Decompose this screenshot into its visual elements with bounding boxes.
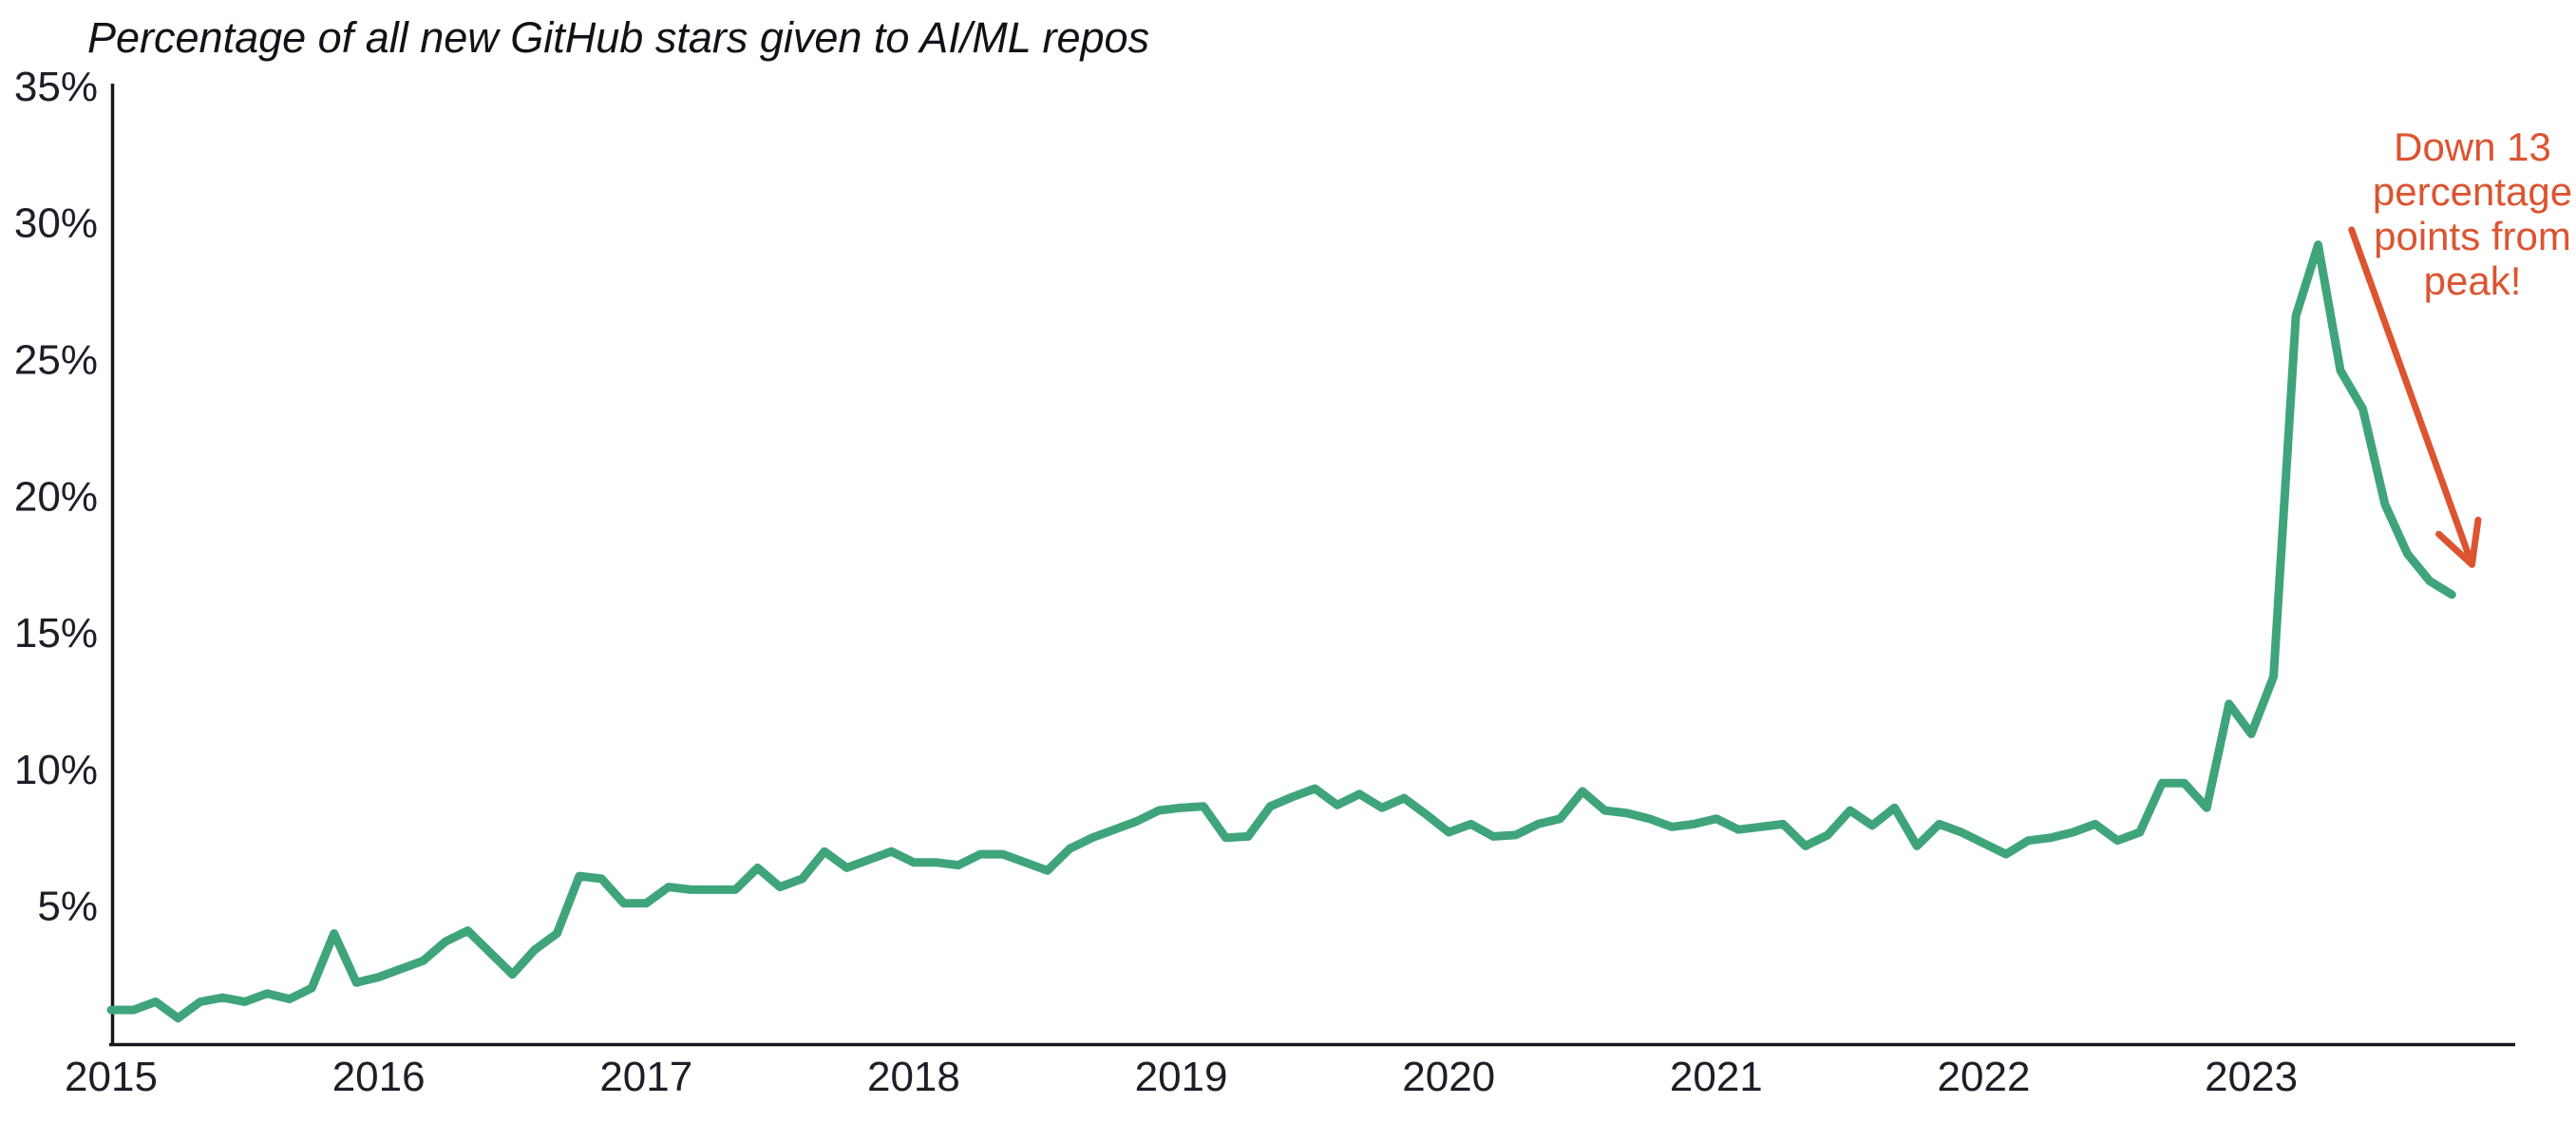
y-axis-tick-label: 5%	[37, 884, 98, 930]
x-axis-tick-label: 2020	[1402, 1054, 1495, 1100]
y-axis-tick-label: 10%	[14, 747, 98, 793]
y-axis-tick-label: 25%	[14, 337, 98, 384]
x-axis-tick-label: 2016	[332, 1054, 426, 1100]
x-axis-tick-label: 2017	[599, 1054, 692, 1100]
annotation-line-3: points from	[2374, 214, 2571, 258]
x-axis-tick-label: 2019	[1135, 1054, 1228, 1100]
y-axis-tick-label: 15%	[14, 610, 98, 657]
x-axis-tick-label: 2018	[867, 1054, 960, 1100]
annotation-arrow	[2348, 226, 2482, 568]
annotation-line-4: peak!	[2423, 258, 2522, 303]
chart-title: Percentage of all new GitHub stars given…	[87, 13, 1150, 62]
annotation-line-2: percentage	[2372, 169, 2573, 214]
data-line-ai-ml-share	[106, 240, 2456, 1023]
annotation-line-1: Down 13	[2394, 124, 2551, 169]
x-axis-tick-label: 2015	[65, 1054, 158, 1100]
x-axis-tick-label: 2022	[1938, 1054, 2031, 1100]
y-axis-tick-label: 30%	[14, 200, 98, 247]
x-axis-tick-label: 2021	[1670, 1054, 1763, 1100]
y-axis-tick-label: 20%	[14, 473, 98, 520]
peak-annotation: Down 13 percentage points from peak!	[2349, 124, 2576, 303]
y-axis-tick-label: 35%	[14, 64, 98, 110]
x-axis-tick-label: 2023	[2205, 1054, 2298, 1100]
